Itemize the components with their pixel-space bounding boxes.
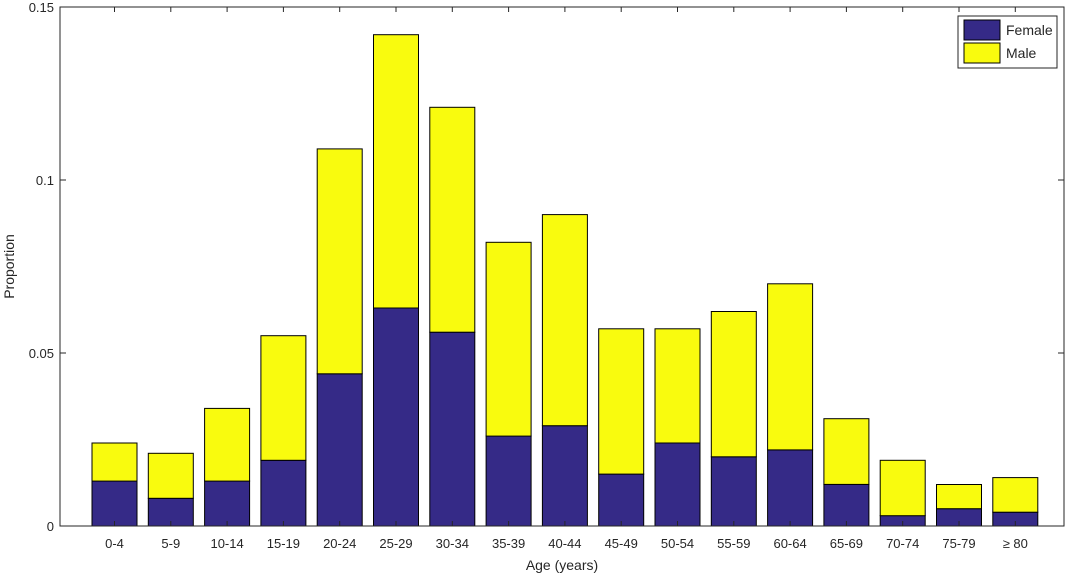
legend-swatch-male	[963, 42, 1001, 64]
bar-male-13	[823, 418, 870, 485]
y-axis-label: Proportion	[1, 234, 17, 299]
bar-male-7	[485, 241, 532, 437]
bar-male-3	[260, 335, 307, 461]
legend-swatch-female	[963, 19, 1001, 41]
bar-female-7	[485, 435, 532, 527]
bar-male-12	[767, 283, 814, 451]
bar-female-0	[91, 480, 138, 527]
y-tick-label: 0.1	[36, 173, 54, 188]
x-tick-label: 5-9	[161, 536, 180, 551]
bar-male-5	[373, 34, 419, 309]
bar-female-13	[823, 484, 870, 527]
y-ticks: 0 0.05 0.1 0.15	[29, 0, 1064, 534]
x-tick-label: 15-19	[267, 536, 300, 551]
y-tick-label: 0.05	[29, 346, 54, 361]
x-tick-label: 10-14	[210, 536, 243, 551]
bar-male-4	[316, 148, 363, 375]
x-tick-label: 35-39	[492, 536, 525, 551]
y-tick-label: 0.15	[29, 0, 54, 15]
bar-female-3	[260, 459, 307, 527]
bar-female-11	[710, 456, 757, 527]
bar-male-9	[598, 328, 645, 475]
legend-label-female: Female	[1006, 22, 1053, 38]
x-tick-label: 45-49	[605, 536, 638, 551]
legend: Female Male	[957, 15, 1058, 69]
x-tick-label: 75-79	[942, 536, 975, 551]
x-tick-label: 40-44	[548, 536, 581, 551]
bar-male-1	[147, 452, 194, 499]
bar-female-5	[373, 307, 419, 527]
bar-female-4	[316, 373, 363, 527]
bar-male-16	[992, 477, 1039, 513]
bar-male-6	[429, 106, 476, 333]
bar-female-10	[654, 442, 701, 527]
bars-group	[91, 34, 1039, 527]
bar-female-9	[598, 473, 645, 527]
x-tick-label: ≥ 80	[1003, 536, 1028, 551]
x-tick-label: 20-24	[323, 536, 356, 551]
x-tick-label: 50-54	[661, 536, 694, 551]
bar-male-10	[654, 328, 701, 444]
y-tick-label: 0	[47, 519, 54, 534]
x-tick-label: 60-64	[773, 536, 806, 551]
bar-female-12	[767, 449, 814, 527]
bar-female-6	[429, 331, 476, 527]
x-ticks: 0-4 5-9 10-14 15-19 20-24 25-29 30-34 35-39 40-4…	[105, 7, 1028, 551]
x-tick-label: 65-69	[830, 536, 863, 551]
bar-female-2	[204, 480, 251, 527]
x-tick-label: 55-59	[717, 536, 750, 551]
x-tick-label: 25-29	[379, 536, 412, 551]
bar-male-2	[204, 407, 251, 482]
bar-female-8	[541, 425, 588, 527]
axes-box	[59, 6, 1065, 527]
x-axis-label: Age (years)	[526, 557, 598, 573]
legend-label-male: Male	[1006, 45, 1037, 61]
x-tick-label: 70-74	[886, 536, 919, 551]
bar-male-11	[710, 311, 757, 458]
bar-male-15	[936, 484, 982, 510]
x-tick-label: 30-34	[436, 536, 469, 551]
x-tick-label: 0-4	[105, 536, 124, 551]
bar-male-14	[879, 459, 926, 517]
bar-male-0	[91, 442, 138, 482]
bar-male-8	[541, 214, 588, 427]
